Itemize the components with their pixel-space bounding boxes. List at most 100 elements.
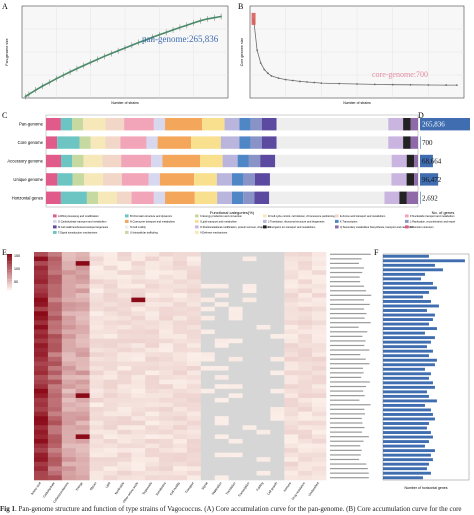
heatmap-cell: [270, 470, 285, 476]
heatmap-cell: [89, 438, 104, 444]
heatmap-cell: [214, 279, 229, 285]
heatmap-cell: [75, 370, 90, 376]
heatmap-cell: [298, 470, 313, 476]
heatmap-cell: [256, 338, 271, 344]
heatmap-cell: [200, 356, 216, 362]
functional-category-segment: [254, 191, 270, 204]
heatmap-row-label: [330, 290, 367, 292]
caption-text: Pan-genome structure and function of typ…: [18, 505, 462, 513]
functional-category-segment: [159, 173, 195, 186]
heatmap-legend-step: [7, 281, 12, 283]
heatmap-cell: [284, 361, 299, 367]
heatmap-cell: [256, 388, 271, 394]
heatmap-cell: [298, 338, 313, 344]
heatmap-cell: [145, 461, 160, 467]
heatmap-cell: [270, 288, 285, 294]
heatmap-cell: [131, 407, 146, 412]
heatmap-cell: [117, 256, 132, 262]
heatmap-column-label: Cell growth: [266, 481, 278, 496]
horizontal-genes-bar: [383, 290, 429, 294]
functional-category-panel: Pan-genome Core genome Accessory genome Uni…: [7, 114, 455, 235]
heatmap-row-label: [330, 390, 364, 392]
legend-item-label: D:Cell cycle control, cell division, chr…: [268, 214, 335, 218]
heatmap-cell: [242, 283, 257, 289]
legend-item-label: N:Cell motility: [130, 225, 147, 229]
heatmap-cell: [89, 343, 104, 349]
legend-swatch: [195, 225, 199, 229]
heatmap-cell: [103, 434, 118, 440]
heatmap-cell: [242, 411, 257, 417]
heatmap-cell: [89, 352, 104, 358]
heatmap-cell: [214, 475, 229, 481]
heatmap-cell: [256, 457, 271, 463]
horizontal-genes-bar: [383, 281, 433, 285]
heatmap-cell: [131, 256, 146, 262]
heatmap-cell: [145, 366, 160, 371]
heatmap-cell: [47, 361, 63, 367]
functional-category-segment: [237, 154, 249, 168]
horizontal-genes-bar: [383, 327, 437, 331]
legend-swatch: [195, 230, 199, 234]
heatmap-cell: [34, 388, 49, 394]
heatmap-cell: [173, 356, 188, 362]
functional-category-segment: [384, 191, 400, 204]
heatmap-cell: [75, 475, 90, 481]
heatmap-cell: [312, 375, 327, 380]
heatmap-cell: [131, 457, 146, 463]
heatmap-cell: [131, 375, 146, 380]
functional-category-segment: [72, 173, 84, 186]
heatmap-cell: [284, 402, 299, 408]
legend-item-label: H:Coenzyme transport and metabolism: [130, 220, 175, 224]
functional-category-segment: [46, 136, 58, 149]
heatmap-cell: [298, 293, 313, 298]
heatmap-cell: [103, 356, 118, 362]
heatmap-cell: [312, 384, 327, 390]
heatmap-cell: [284, 420, 299, 426]
heatmap-cell: [103, 457, 118, 463]
horizontal-genes-bar: [383, 408, 431, 412]
heatmap-cell: [103, 261, 118, 266]
heatmap-cell: [103, 379, 118, 385]
heatmap-cell: [131, 416, 146, 422]
heatmap-cell: [270, 297, 285, 303]
horizontal-genes-bar: [383, 431, 431, 434]
functional-category-segment: [410, 118, 418, 131]
heatmap-cell: [47, 370, 63, 376]
heatmap-cell: [131, 324, 146, 330]
heatmap-cell: [61, 265, 77, 271]
heatmap-cell: [312, 293, 327, 298]
heatmap-cell: [34, 429, 49, 435]
heatmap-cell: [242, 274, 257, 280]
heatmap-cell: [103, 288, 118, 294]
heatmap-cell: [242, 252, 257, 257]
heatmap-cell: [270, 306, 285, 312]
functional-category-segment: [410, 136, 418, 149]
heatmap-cell: [298, 297, 313, 303]
heatmap-cell: [200, 452, 216, 458]
heatmap-cell: [89, 270, 104, 276]
heatmap-cell: [103, 402, 118, 408]
heatmap-cell: [117, 452, 132, 458]
heatmap-cell: [159, 393, 174, 399]
heatmap-cell: [145, 356, 160, 362]
legend-item-label: Q:Secondary metabolites biosynthesis, tr…: [340, 225, 414, 229]
heatmap-cell: [214, 324, 229, 330]
heatmap-legend-step: [7, 268, 12, 271]
heatmap-cell: [159, 306, 174, 312]
heatmap-cell: [34, 393, 49, 399]
heatmap-cell: [200, 279, 216, 285]
heatmap-cell: [173, 338, 188, 344]
heatmap-cell: [61, 347, 77, 353]
horizontal-genes-bar: [383, 403, 425, 407]
heatmap-cell: [103, 411, 118, 417]
heatmap-cell: [312, 397, 327, 403]
heatmap-cell: [89, 452, 104, 458]
heatmap-row-label: [330, 385, 367, 388]
category-row-label: Pan-genome: [19, 122, 44, 127]
heatmap-cell: [61, 338, 77, 344]
heatmap-cell: [312, 420, 327, 426]
heatmap-cell: [186, 297, 202, 303]
heatmap-cell: [186, 274, 202, 280]
heatmap-cell: [186, 252, 202, 257]
heatmap-cell: [256, 397, 271, 403]
